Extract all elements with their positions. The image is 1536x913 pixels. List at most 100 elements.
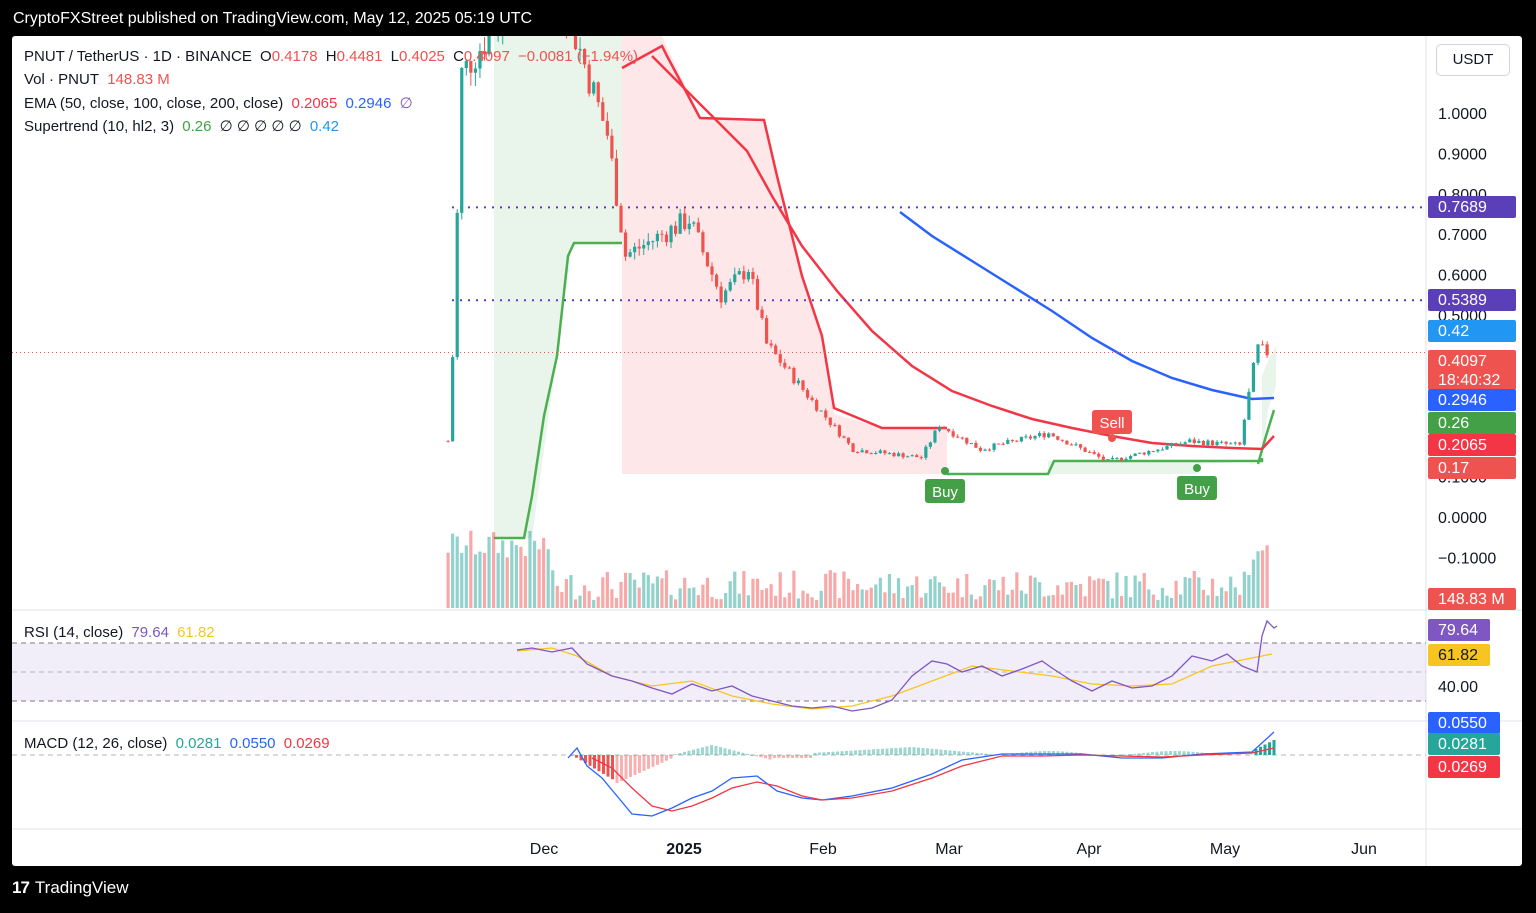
- candle-body: [1151, 451, 1155, 453]
- volume-bar: [810, 597, 814, 608]
- signal-badge: [925, 479, 965, 503]
- macd-hist-bar: [683, 751, 686, 755]
- volume-bar: [1065, 582, 1069, 608]
- volume-bar: [610, 589, 614, 608]
- candle-body: [701, 232, 705, 253]
- candle-body: [1265, 344, 1269, 356]
- volume-bar: [978, 596, 983, 608]
- rsi-badge-bg: [1428, 619, 1490, 641]
- volume-bar: [846, 578, 851, 608]
- rsi-badge-text: 79.64: [1438, 622, 1478, 639]
- candle-body: [865, 450, 869, 454]
- signal-text: Buy: [1184, 481, 1210, 498]
- macd-hist-bar: [858, 750, 862, 755]
- volume-bar: [792, 570, 796, 608]
- volume-bar: [655, 576, 659, 608]
- candle-body: [1156, 449, 1160, 452]
- volume-bar: [1006, 594, 1010, 608]
- candle-body: [1220, 441, 1224, 443]
- candle-body: [960, 437, 964, 439]
- candle-body: [947, 428, 951, 432]
- macd-hist-bar: [674, 754, 677, 755]
- volume-bar: [1256, 551, 1260, 608]
- candle-body: [733, 274, 737, 283]
- candle-body: [924, 446, 928, 458]
- volume-bar: [519, 546, 523, 608]
- volume-bar: [737, 593, 741, 608]
- volume-bar: [1138, 581, 1142, 608]
- volume-bar: [1047, 595, 1051, 608]
- price-badge: 0.26: [1428, 412, 1516, 434]
- candle-body: [1028, 436, 1033, 439]
- macd-hist-bar: [692, 749, 695, 755]
- volume-bar: [865, 590, 869, 608]
- currency-selector[interactable]: USDT: [1436, 44, 1510, 76]
- candle-body: [1229, 443, 1233, 445]
- volume-bar: [883, 592, 887, 608]
- volume-bar: [587, 591, 591, 608]
- macd-hist-bar: [818, 752, 821, 755]
- volume-bar: [774, 595, 778, 608]
- macd-hist-bar: [642, 755, 646, 771]
- candle-body: [1129, 455, 1133, 459]
- candle-body: [1233, 442, 1237, 444]
- ema100-value: 0.2946: [345, 95, 392, 112]
- volume-bar: [1165, 595, 1169, 608]
- candle-body: [1224, 441, 1228, 444]
- volume-bar: [1033, 577, 1037, 608]
- candle-body: [1238, 442, 1242, 445]
- macd-hist-bar: [624, 755, 628, 779]
- price-tick-label: 0.9000: [1438, 146, 1487, 163]
- macd-hist-bar: [984, 753, 988, 755]
- macd-hist-bar: [638, 755, 641, 773]
- volume-bar: [469, 530, 473, 608]
- candle-body: [1160, 449, 1165, 451]
- macd-hist-bar: [701, 747, 704, 755]
- macd-hist-bar: [755, 755, 758, 757]
- price-badge: 0.4097 18:40:32: [1428, 350, 1516, 390]
- price-badge: 0.17: [1428, 457, 1516, 479]
- candle-body: [846, 437, 851, 444]
- volume-bar: [464, 545, 468, 608]
- candle-body: [805, 389, 810, 398]
- candle-body: [978, 447, 983, 451]
- price-badge-bg: [1428, 434, 1516, 456]
- volume-bar: [482, 553, 487, 608]
- change-value: −0.0081 (−1.94%): [517, 48, 639, 65]
- candle-body: [678, 213, 682, 234]
- volume-bar: [1088, 576, 1092, 608]
- candle-body: [460, 68, 464, 213]
- macd-hist-bar: [1169, 751, 1172, 755]
- candle-body: [605, 120, 609, 136]
- supertrend-up-fill: [494, 36, 622, 538]
- candle-body: [774, 345, 778, 355]
- supertrend-up-line: [494, 241, 622, 540]
- candle-body: [674, 225, 678, 234]
- publisher-bar: CryptoFXStreet published on TradingView.…: [0, 0, 1536, 36]
- volume-bar: [551, 570, 555, 608]
- high-value: 0.4481: [336, 48, 383, 65]
- candle-body: [833, 424, 837, 426]
- volume-bar: [956, 578, 960, 608]
- macd-hist-bar: [831, 751, 835, 755]
- symbol-title[interactable]: PNUT / TetherUS · 1D · BINANCE: [24, 48, 252, 65]
- candle-body: [987, 449, 992, 451]
- volume-bar: [696, 595, 700, 608]
- volume-bar: [619, 581, 623, 608]
- candle-body: [901, 453, 905, 458]
- macd-hist-bar: [777, 755, 781, 758]
- candle-body: [473, 68, 477, 73]
- rsi-value: 79.64: [131, 624, 169, 641]
- candle-body: [742, 271, 746, 280]
- candle-body: [628, 252, 632, 257]
- rsi-badge-bg: [1428, 644, 1490, 666]
- chart-canvas[interactable]: 1.00000.90000.80000.70000.60000.50000.40…: [12, 36, 1522, 866]
- volume-bar: [1197, 577, 1201, 608]
- candle-body: [760, 309, 764, 318]
- volume-bar: [746, 595, 750, 608]
- candle-body: [1083, 447, 1087, 452]
- macd-hist-bar: [836, 751, 839, 755]
- volume-bar: [974, 599, 978, 608]
- volume-bar: [837, 598, 841, 608]
- candle-body: [1051, 433, 1055, 437]
